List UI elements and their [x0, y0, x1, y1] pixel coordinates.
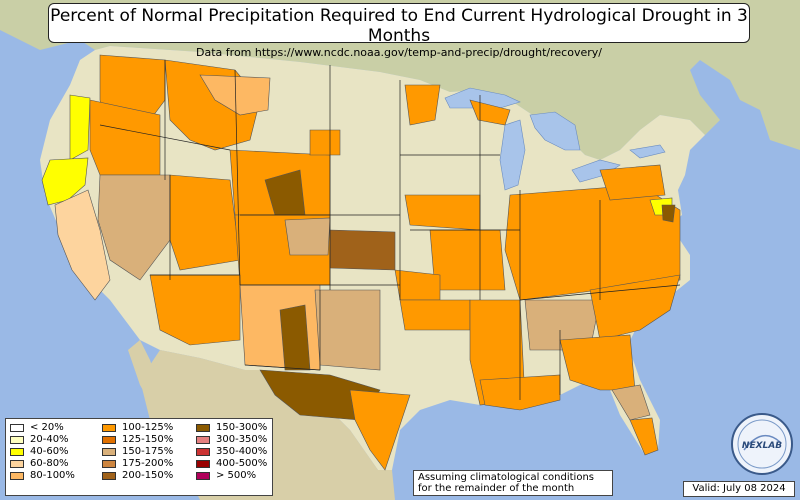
legend-swatch	[196, 472, 210, 480]
region-montana-tan	[199, 74, 271, 116]
legend-label: 20-40%	[30, 434, 69, 445]
legend-item: 125-150%	[102, 434, 173, 446]
legend-item: 175-200%	[102, 458, 173, 470]
region-mid-atlantic-brown	[661, 204, 676, 223]
legend-item: 150-300%	[196, 422, 267, 434]
legend-swatch	[102, 436, 116, 444]
legend-swatch	[10, 460, 24, 468]
region-florida-tan	[611, 384, 651, 421]
legend-item: 400-500%	[196, 458, 267, 470]
legend-swatch	[196, 424, 210, 432]
legend-item: < 20%	[10, 422, 75, 434]
legend-item: 80-100%	[10, 470, 75, 482]
note-line-2: for the remainder of the month	[418, 483, 575, 494]
map-title: Percent of Normal Precipitation Required…	[50, 6, 748, 46]
map-subtitle: Data from https://www.ncdc.noaa.gov/temp…	[196, 46, 602, 59]
region-arkansas-orange	[399, 299, 471, 331]
legend-item: > 500%	[196, 470, 267, 482]
region-texas-tan	[314, 289, 381, 371]
legend-label: 40-60%	[30, 446, 69, 457]
region-missouri-orange	[429, 229, 506, 291]
region-minnesota-orange	[404, 84, 441, 126]
legend-item: 200-150%	[102, 470, 173, 482]
legend-label: 125-150%	[122, 434, 174, 445]
region-oklahoma-orange	[394, 269, 441, 301]
region-california-light	[54, 189, 111, 301]
valid-date: Valid: July 08 2024	[683, 481, 795, 497]
assumption-note: Assuming climatological conditions for t…	[413, 470, 613, 496]
legend-item: 350-400%	[196, 446, 267, 458]
region-iowa-orange	[404, 194, 481, 231]
region-new-mexico-brown	[279, 304, 311, 371]
legend-item: 20-40%	[10, 434, 75, 446]
legend-item: 150-175%	[102, 446, 173, 458]
legend-swatch	[196, 436, 210, 444]
region-florida-orange	[629, 417, 659, 456]
legend-swatch	[196, 448, 210, 456]
legend-label: 150-175%	[122, 446, 174, 457]
legend-label: 350-400%	[216, 446, 268, 457]
legend-label: 175-200%	[122, 458, 174, 469]
legend-label: > 500%	[216, 470, 257, 481]
legend-swatch	[102, 460, 116, 468]
region-nebraska-orange	[309, 129, 341, 156]
legend-column-2: 100-125% 125-150% 150-175% 175-200% 200-…	[102, 422, 173, 482]
legend-label: 80-100%	[30, 470, 75, 481]
region-pennsylvania-orange	[599, 164, 666, 201]
state-borders	[99, 60, 681, 400]
legend-swatch	[10, 436, 24, 444]
legend-label: 300-350%	[216, 434, 268, 445]
legend-item: 40-60%	[10, 446, 75, 458]
legend-label: 400-500%	[216, 458, 268, 469]
legend-label: 150-300%	[216, 422, 268, 433]
legend-item: 300-350%	[196, 434, 267, 446]
great-lakes	[444, 87, 666, 191]
legend-label: < 20%	[30, 422, 64, 433]
legend-label: 60-80%	[30, 458, 69, 469]
legend-label: 200-150%	[122, 470, 174, 481]
legend-swatch	[102, 472, 116, 480]
legend-column-1: < 20% 20-40% 40-60% 60-80% 80-100%	[10, 422, 75, 482]
legend-swatch	[10, 424, 24, 432]
legend-column-3: 150-300% 300-350% 350-400% 400-500% > 50…	[196, 422, 267, 482]
legend-swatch	[10, 448, 24, 456]
region-colorado-tan	[284, 217, 331, 256]
title-box: Percent of Normal Precipitation Required…	[48, 3, 750, 59]
legend-label: 100-125%	[122, 422, 174, 433]
legend: < 20% 20-40% 40-60% 60-80% 80-100% 100-1…	[5, 418, 273, 496]
region-oregon-yellow	[69, 94, 91, 161]
region-kansas-brown	[329, 229, 396, 271]
legend-swatch	[102, 448, 116, 456]
legend-swatch	[102, 424, 116, 432]
legend-swatch	[10, 472, 24, 480]
legend-item: 60-80%	[10, 458, 75, 470]
region-texas-coast	[349, 389, 411, 471]
legend-item: 100-125%	[102, 422, 173, 434]
note-line-1: Assuming climatological conditions	[418, 472, 594, 483]
legend-swatch	[196, 460, 210, 468]
logo-text: NEXLAB	[742, 441, 782, 451]
region-utah-orange	[169, 174, 241, 271]
nexlab-logo: NEXLAB	[731, 413, 793, 475]
